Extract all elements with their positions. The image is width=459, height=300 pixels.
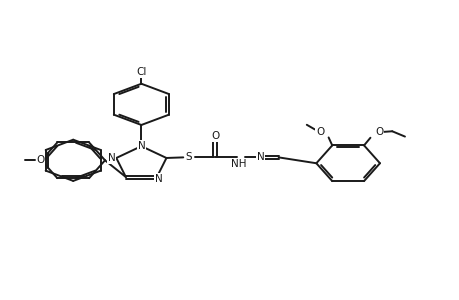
Text: N: N	[155, 173, 162, 184]
Text: N: N	[256, 152, 264, 162]
Text: O: O	[36, 155, 45, 165]
Text: S: S	[185, 152, 192, 162]
Text: Cl: Cl	[136, 67, 146, 77]
Text: O: O	[316, 127, 324, 136]
Text: N: N	[137, 141, 145, 151]
Text: O: O	[211, 131, 219, 141]
Text: N: N	[108, 153, 115, 163]
Text: NH: NH	[231, 159, 246, 169]
Text: O: O	[375, 128, 383, 137]
